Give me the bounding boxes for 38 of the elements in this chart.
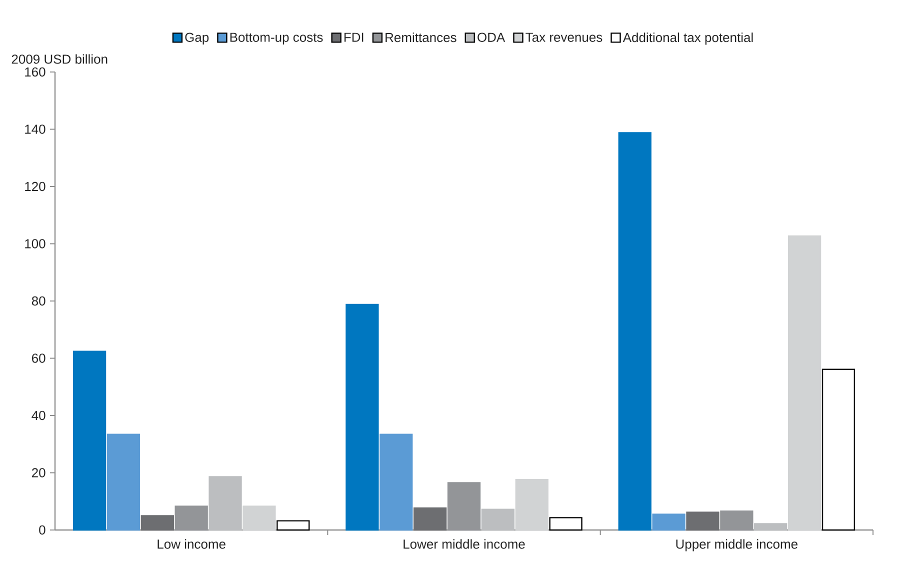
- legend-label: Gap: [185, 32, 209, 45]
- x-tick-label: Lower middle income: [404, 539, 525, 549]
- legend-label: FDI: [344, 32, 364, 42]
- bar: [618, 132, 652, 531]
- bar: [380, 434, 413, 531]
- y-axis-title: 2009 USD billion: [12, 54, 108, 64]
- y-tick-label: 160: [25, 67, 46, 77]
- bar: [481, 508, 515, 531]
- y-tick-label: 60: [32, 354, 46, 363]
- bar: [788, 235, 822, 531]
- y-tick-label: 120: [25, 182, 46, 192]
- bar: [242, 506, 276, 531]
- y-tick-label: 140: [25, 124, 46, 134]
- bar: [754, 523, 788, 531]
- legend-label: Remittances: [386, 32, 456, 42]
- bar: [686, 512, 720, 531]
- bar: [276, 520, 310, 531]
- y-tick-label: 80: [32, 296, 46, 306]
- legend-label: Tax revenues: [526, 32, 602, 42]
- bar: [414, 507, 447, 531]
- bar: [140, 515, 174, 531]
- bar: [106, 434, 140, 531]
- legend-label: Additional tax potential: [622, 32, 753, 45]
- y-tick-label: 100: [25, 239, 46, 248]
- y-tick-label: 20: [32, 468, 46, 478]
- bar: [515, 479, 548, 531]
- y-tick-label: 0: [39, 525, 46, 535]
- bar: [822, 368, 856, 531]
- bar: [72, 350, 106, 531]
- bar: [652, 514, 686, 531]
- x-tick-label: Upper middle income: [676, 539, 798, 552]
- x-tick-label: Low income: [158, 539, 226, 549]
- bar: [346, 304, 379, 531]
- y-tick-label: 40: [32, 410, 46, 420]
- legend-label: Bottom-up costs: [230, 32, 323, 44]
- legend-label: ODA: [478, 32, 506, 42]
- bar: [208, 476, 242, 531]
- bar: [549, 517, 582, 531]
